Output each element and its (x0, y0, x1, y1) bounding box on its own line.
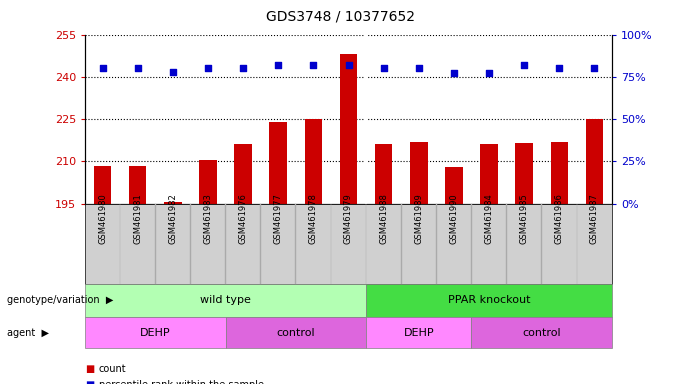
Text: PPAR knockout: PPAR knockout (448, 295, 530, 306)
Text: GSM461984: GSM461984 (485, 193, 494, 244)
Text: ■: ■ (85, 380, 95, 384)
Point (554, 65, 564, 71)
Bar (94, 166, 112, 204)
Bar (375, 144, 392, 204)
Point (203, 65, 214, 71)
Text: percentile rank within the sample: percentile rank within the sample (99, 380, 264, 384)
Bar (164, 202, 182, 204)
Text: ■: ■ (85, 364, 95, 374)
Point (413, 65, 424, 71)
Bar (269, 122, 287, 204)
Point (308, 62, 319, 68)
Bar (551, 142, 568, 204)
Bar (235, 144, 252, 204)
Text: DEHP: DEHP (403, 328, 434, 338)
Bar (515, 143, 533, 204)
Bar (445, 167, 462, 204)
Text: GSM461981: GSM461981 (133, 193, 142, 244)
Text: GSM461988: GSM461988 (379, 193, 388, 244)
Text: control: control (522, 328, 561, 338)
Point (483, 70, 494, 76)
Text: genotype/variation  ▶: genotype/variation ▶ (7, 295, 113, 306)
Text: agent  ▶: agent ▶ (7, 328, 49, 338)
Text: GSM461980: GSM461980 (98, 193, 107, 244)
Bar (129, 166, 146, 204)
Text: GSM461979: GSM461979 (344, 193, 353, 244)
Bar (480, 144, 498, 204)
Text: GSM461978: GSM461978 (309, 193, 318, 244)
Bar (585, 119, 603, 204)
Point (167, 69, 178, 75)
Bar (340, 54, 357, 204)
Text: GSM461985: GSM461985 (520, 193, 528, 244)
Text: GSM461987: GSM461987 (590, 193, 599, 244)
Text: GSM461982: GSM461982 (169, 193, 177, 244)
Text: GSM461989: GSM461989 (414, 193, 423, 244)
Text: count: count (99, 364, 126, 374)
Point (238, 65, 249, 71)
Text: GSM461986: GSM461986 (555, 193, 564, 244)
Point (519, 62, 530, 68)
Point (449, 70, 460, 76)
Text: GSM461976: GSM461976 (239, 193, 248, 244)
Text: wild type: wild type (200, 295, 251, 306)
Point (132, 65, 143, 71)
Bar (410, 142, 428, 204)
Point (97, 65, 108, 71)
Bar (305, 119, 322, 204)
Point (378, 65, 389, 71)
Text: GSM461977: GSM461977 (274, 193, 283, 244)
Point (589, 65, 600, 71)
Text: GSM461990: GSM461990 (449, 193, 458, 244)
Text: control: control (277, 328, 315, 338)
Point (273, 62, 284, 68)
Text: GSM461983: GSM461983 (203, 193, 212, 244)
Text: GDS3748 / 10377652: GDS3748 / 10377652 (265, 10, 415, 23)
Point (343, 62, 354, 68)
Bar (199, 160, 217, 204)
Text: DEHP: DEHP (140, 328, 171, 338)
